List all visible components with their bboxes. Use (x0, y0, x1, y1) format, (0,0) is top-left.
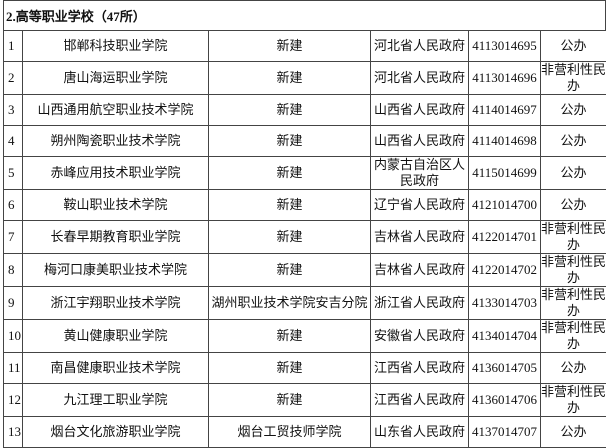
school-name: 鞍山职业技术学院 (23, 190, 209, 221)
row-number: 12 (4, 384, 23, 417)
row-number: 10 (4, 320, 23, 353)
school-code: 4122014701 (469, 221, 541, 254)
school-name: 黄山健康职业学院 (23, 320, 209, 353)
row-number: 11 (4, 353, 23, 384)
basis: 湖州职业技术学院安吉分院 (209, 287, 371, 320)
school-type: 公办 (541, 126, 606, 157)
basis: 新建 (209, 126, 371, 157)
basis: 新建 (209, 254, 371, 287)
authority: 河北省人民政府 (371, 31, 469, 62)
school-code: 4121014700 (469, 190, 541, 221)
basis: 新建 (209, 157, 371, 190)
authority: 江西省人民政府 (371, 384, 469, 417)
section-title: 2.高等职业学校（47所） (3, 0, 606, 30)
basis: 新建 (209, 353, 371, 384)
school-name: 浙江宇翔职业技术学院 (23, 287, 209, 320)
school-name: 南昌健康职业技术学院 (23, 353, 209, 384)
school-type: 公办 (541, 95, 606, 126)
school-type: 公办 (541, 157, 606, 190)
basis: 新建 (209, 221, 371, 254)
school-code: 4136014706 (469, 384, 541, 417)
school-code: 4114014698 (469, 126, 541, 157)
school-code: 4122014702 (469, 254, 541, 287)
school-name: 赤峰应用技术职业学院 (23, 157, 209, 190)
school-name: 九江理工职业学院 (23, 384, 209, 417)
school-type: 非营利性民办 (541, 221, 606, 254)
row-number: 9 (4, 287, 23, 320)
school-code: 4114014697 (469, 95, 541, 126)
school-code: 4115014699 (469, 157, 541, 190)
authority: 江西省人民政府 (371, 353, 469, 384)
basis: 新建 (209, 31, 371, 62)
school-name: 朔州陶瓷职业技术学院 (23, 126, 209, 157)
school-type: 非营利性民办 (541, 320, 606, 353)
school-type: 公办 (541, 31, 606, 62)
basis: 新建 (209, 384, 371, 417)
school-type: 公办 (541, 353, 606, 384)
school-code: 4136014705 (469, 353, 541, 384)
school-name: 山西通用航空职业技术学院 (23, 95, 209, 126)
row-number: 8 (4, 254, 23, 287)
row-number: 7 (4, 221, 23, 254)
authority: 吉林省人民政府 (371, 254, 469, 287)
authority: 山西省人民政府 (371, 126, 469, 157)
authority: 安徽省人民政府 (371, 320, 469, 353)
row-number: 1 (4, 31, 23, 62)
school-type: 公办 (541, 190, 606, 221)
school-code: 4134014704 (469, 320, 541, 353)
basis: 新建 (209, 320, 371, 353)
school-name: 邯郸科技职业学院 (23, 31, 209, 62)
basis: 新建 (209, 190, 371, 221)
basis: 烟台工贸技师学院 (209, 417, 371, 448)
school-code: 4133014703 (469, 287, 541, 320)
school-name: 唐山海运职业学院 (23, 62, 209, 95)
school-code: 4137014707 (469, 417, 541, 448)
school-type: 公办 (541, 417, 606, 448)
authority: 吉林省人民政府 (371, 221, 469, 254)
school-type: 非营利性民办 (541, 62, 606, 95)
authority: 山西省人民政府 (371, 95, 469, 126)
row-number: 5 (4, 157, 23, 190)
row-number: 2 (4, 62, 23, 95)
authority: 浙江省人民政府 (371, 287, 469, 320)
basis: 新建 (209, 62, 371, 95)
authority: 河北省人民政府 (371, 62, 469, 95)
row-number: 4 (4, 126, 23, 157)
school-name: 梅河口康美职业技术学院 (23, 254, 209, 287)
row-number: 3 (4, 95, 23, 126)
authority: 辽宁省人民政府 (371, 190, 469, 221)
school-code: 4113014695 (469, 31, 541, 62)
school-type: 非营利性民办 (541, 384, 606, 417)
row-number: 6 (4, 190, 23, 221)
school-code: 4113014696 (469, 62, 541, 95)
authority: 山东省人民政府 (371, 417, 469, 448)
school-type: 非营利性民办 (541, 254, 606, 287)
authority: 内蒙古自治区人民政府 (371, 157, 469, 190)
school-type: 非营利性民办 (541, 287, 606, 320)
school-name: 烟台文化旅游职业学院 (23, 417, 209, 448)
school-name: 长春早期教育职业学院 (23, 221, 209, 254)
row-number: 13 (4, 417, 23, 448)
basis: 新建 (209, 95, 371, 126)
